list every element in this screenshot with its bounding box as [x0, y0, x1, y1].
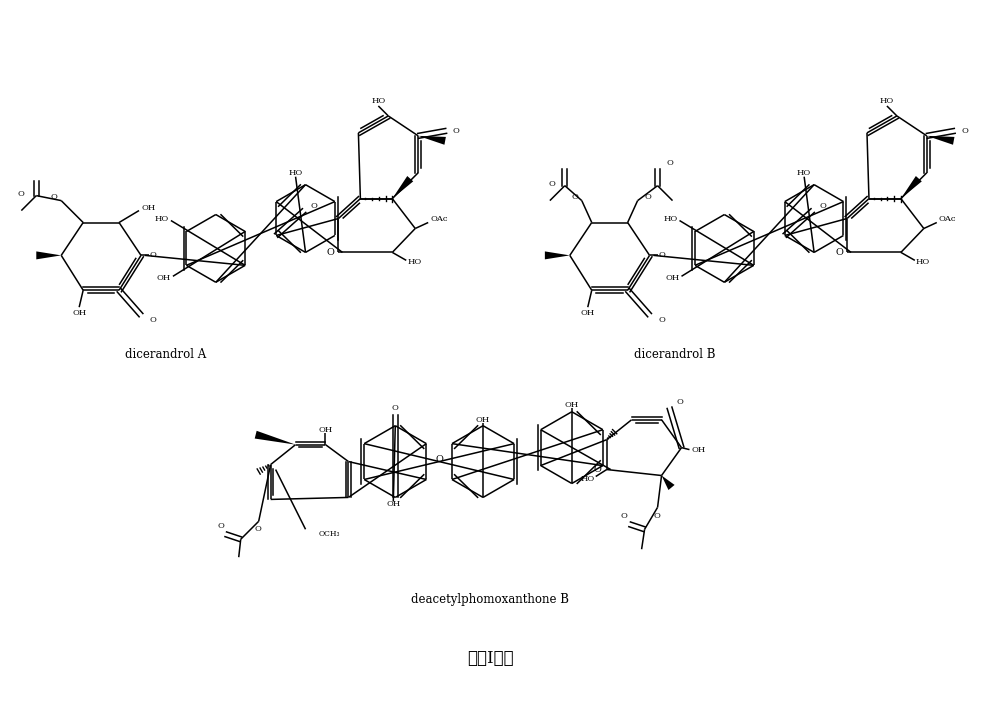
Text: O: O — [835, 248, 843, 257]
Text: HO: HO — [916, 258, 930, 266]
Text: O: O — [217, 522, 224, 530]
Polygon shape — [418, 136, 446, 145]
Polygon shape — [36, 252, 61, 259]
Text: O: O — [254, 525, 261, 533]
Text: dicerandrol A: dicerandrol A — [125, 348, 207, 362]
Text: HO: HO — [797, 168, 811, 177]
Text: OAc: OAc — [430, 214, 448, 223]
Text: OCH₃: OCH₃ — [319, 530, 340, 539]
Text: HO: HO — [880, 97, 894, 105]
Text: O: O — [453, 127, 460, 135]
Text: O: O — [658, 316, 665, 324]
Text: OH: OH — [157, 274, 171, 282]
Text: O: O — [676, 398, 683, 406]
Text: O: O — [666, 159, 673, 167]
Text: OH: OH — [691, 446, 706, 453]
Text: O: O — [311, 202, 318, 209]
Text: HO: HO — [407, 258, 422, 266]
Text: O: O — [594, 465, 602, 474]
Polygon shape — [662, 475, 675, 490]
Text: O: O — [435, 455, 443, 464]
Text: O: O — [548, 180, 555, 188]
Text: OAc: OAc — [939, 214, 956, 223]
Polygon shape — [255, 431, 296, 445]
Text: O: O — [150, 316, 156, 324]
Text: OH: OH — [72, 309, 86, 317]
Text: O: O — [571, 192, 578, 201]
Polygon shape — [545, 252, 570, 259]
Polygon shape — [392, 176, 413, 199]
Text: OH: OH — [386, 501, 400, 508]
Text: 式（Ⅰ）。: 式（Ⅰ）。 — [467, 650, 513, 668]
Text: O: O — [961, 127, 968, 135]
Text: dicerandrol B: dicerandrol B — [634, 348, 715, 362]
Text: OH: OH — [476, 416, 490, 424]
Text: O: O — [819, 202, 826, 209]
Text: HO: HO — [663, 214, 678, 223]
Text: OH: OH — [581, 309, 595, 317]
Text: O: O — [51, 192, 58, 201]
Polygon shape — [927, 136, 954, 145]
Text: HO: HO — [580, 475, 595, 484]
Text: O: O — [18, 190, 25, 197]
Text: O: O — [327, 248, 334, 257]
Text: deacetylphomoxanthone B: deacetylphomoxanthone B — [411, 592, 569, 606]
Text: HO: HO — [288, 168, 303, 177]
Text: O: O — [653, 513, 660, 520]
Text: O: O — [658, 252, 665, 259]
Text: HO: HO — [155, 214, 169, 223]
Polygon shape — [901, 176, 922, 199]
Text: OH: OH — [141, 204, 155, 211]
Text: OH: OH — [318, 426, 333, 434]
Text: O: O — [644, 192, 651, 201]
Text: OH: OH — [565, 401, 579, 409]
Text: O: O — [620, 513, 627, 520]
Text: HO: HO — [371, 97, 385, 105]
Text: O: O — [392, 404, 399, 412]
Text: O: O — [150, 252, 156, 259]
Text: OH: OH — [665, 274, 680, 282]
